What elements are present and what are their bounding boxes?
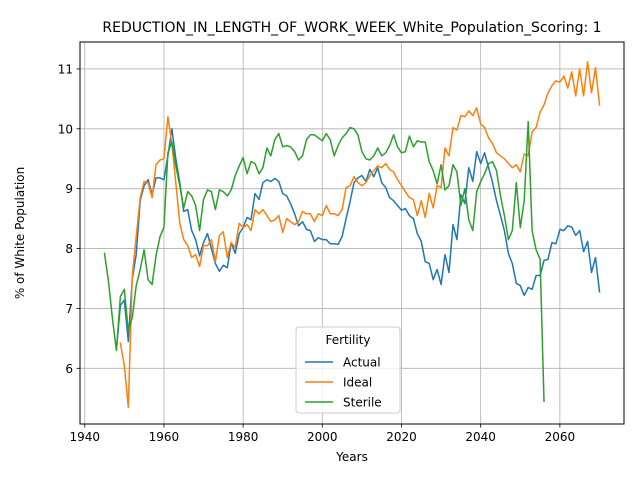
- legend: Fertility Actual Ideal Sterile: [295, 326, 401, 414]
- y-tick-label: 7: [65, 302, 73, 316]
- plot-frame: [79, 41, 625, 425]
- x-tick-label: 2040: [465, 430, 496, 444]
- x-axis: 1940 1960 1980 2000 2020 2040 2060: [69, 424, 575, 444]
- legend-title: Fertility: [325, 333, 370, 347]
- series-line-ideal: [119, 61, 601, 408]
- y-axis-label: % of White Population: [13, 167, 27, 299]
- x-axis-label: Years: [335, 450, 368, 464]
- y-tick-label: 9: [65, 182, 73, 196]
- series-line-sterile: [103, 120, 545, 402]
- legend-label-sterile: Sterile: [343, 396, 382, 410]
- y-axis: 6 7 8 9 10 11: [58, 62, 80, 376]
- y-tick-label: 10: [58, 122, 73, 136]
- series-line-actual: [115, 128, 601, 351]
- legend-label-actual: Actual: [343, 356, 381, 370]
- x-tick-label: 1940: [69, 430, 100, 444]
- y-tick-label: 6: [65, 362, 73, 376]
- y-tick-label: 11: [58, 62, 73, 76]
- legend-box: [295, 326, 401, 414]
- x-tick-label: 2020: [386, 430, 417, 444]
- chart-title: REDUCTION_IN_LENGTH_OF_WORK_WEEK_White_P…: [102, 20, 601, 36]
- x-tick-label: 1980: [228, 430, 259, 444]
- y-tick-label: 8: [65, 242, 73, 256]
- series-lines: [103, 61, 601, 408]
- legend-label-ideal: Ideal: [343, 376, 372, 390]
- x-tick-label: 2060: [545, 430, 576, 444]
- x-tick-label: 1960: [149, 430, 180, 444]
- x-tick-label: 2000: [307, 430, 338, 444]
